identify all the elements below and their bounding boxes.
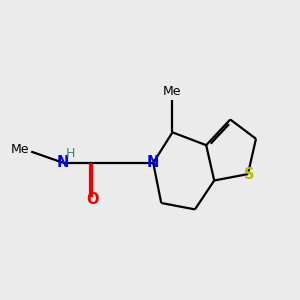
Text: S: S xyxy=(244,167,255,182)
Text: O: O xyxy=(86,192,98,207)
Text: Me: Me xyxy=(163,85,182,98)
Text: H: H xyxy=(66,147,75,160)
Text: Me: Me xyxy=(11,143,30,157)
Text: N: N xyxy=(147,155,159,170)
Text: N: N xyxy=(57,155,70,170)
